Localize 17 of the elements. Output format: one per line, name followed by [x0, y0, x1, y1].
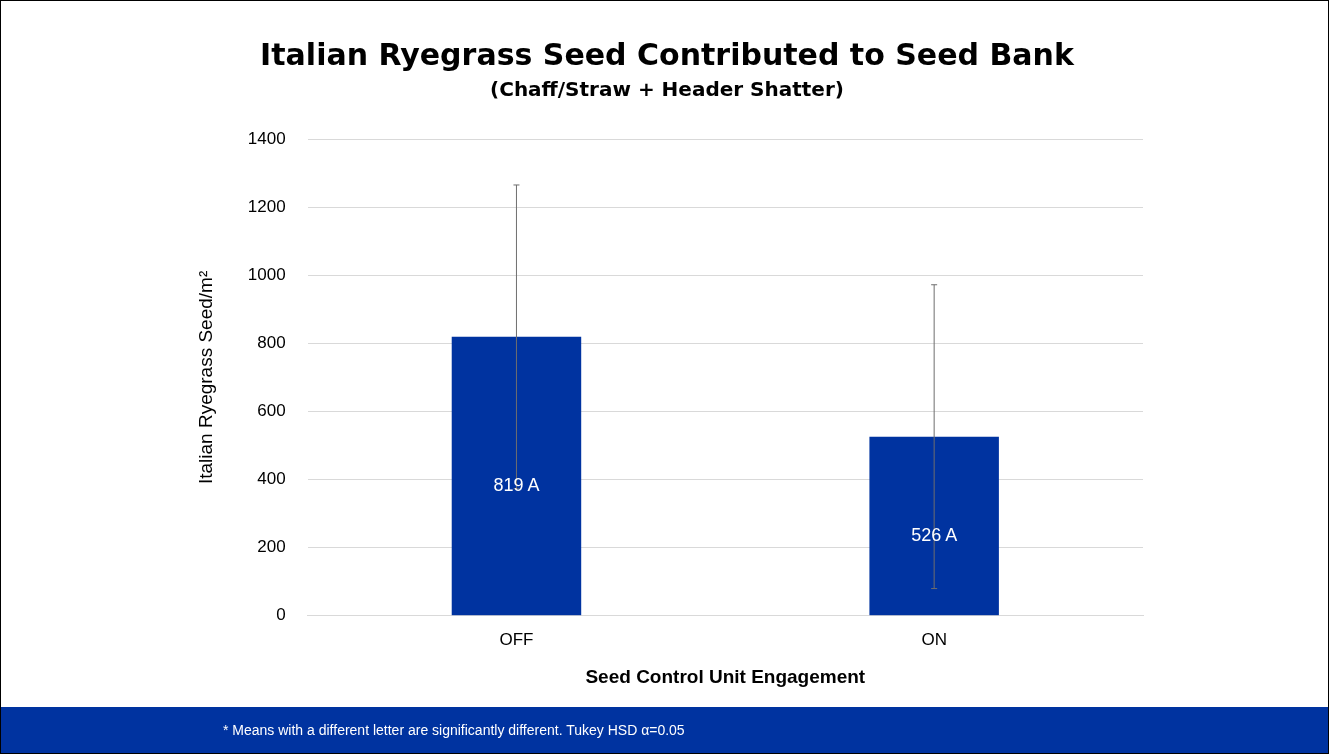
chart-title: Italian Ryegrass Seed Contributed to Seed Bank — [260, 36, 1075, 72]
data-label: 819 A — [493, 475, 540, 496]
x-axis-title: Seed Control Unit Engagement — [585, 665, 866, 687]
y-axis-title: Italian Ryegrass Seed/m² — [194, 270, 216, 485]
y-tick-label: 400 — [257, 469, 286, 489]
y-tick-label: 0 — [276, 605, 286, 625]
y-tick-label: 1200 — [247, 196, 286, 216]
data-label: 526 A — [911, 524, 958, 545]
y-tick-label: 800 — [257, 333, 286, 353]
y-tick-label: 600 — [257, 401, 286, 421]
x-tick-label: ON — [921, 629, 947, 649]
y-tick-label: 200 — [257, 537, 286, 557]
y-tick-label: 1000 — [247, 264, 286, 284]
x-tick-label: OFF — [499, 629, 534, 649]
y-tick-label: 1400 — [247, 128, 286, 148]
text: * Means with a different letter are significantly different. Tukey HSD α=0.05 — [223, 722, 685, 738]
chart-subtitle: (Chaff/Straw + Header Shatter) — [490, 77, 844, 102]
